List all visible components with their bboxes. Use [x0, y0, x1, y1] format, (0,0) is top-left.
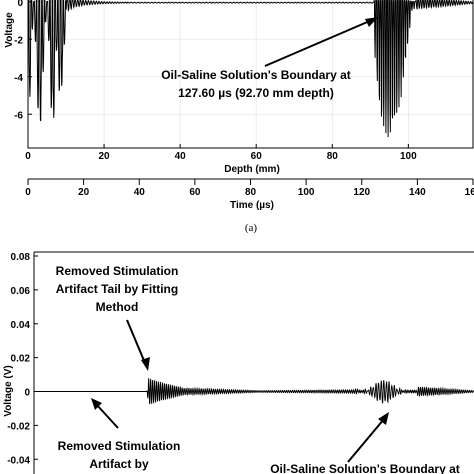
panel-a-time-axis-label: Time (µs) [230, 200, 274, 211]
panel-b-y-tick-label-5: -0.02 [7, 421, 30, 432]
panel-a-time-tick-label-8: 160 [465, 187, 474, 198]
panel-b-annotation-2-arrowhead [91, 398, 102, 410]
panel-a-caption: (a) [245, 222, 258, 234]
panel-b-annotation-2-line-2: Artifact by [89, 457, 149, 471]
panel-b-y-axis-label: Voltage (V) [3, 365, 14, 416]
panel-a-y-tick-label-1: -2 [14, 35, 23, 46]
panel-a-time-tick-label-7: 140 [409, 187, 426, 198]
panel-a-time-tick-label-4: 80 [245, 187, 257, 198]
panel-b-annotation-1-line-3: Method [96, 300, 139, 314]
panel-b-signal-line [34, 378, 474, 405]
panel-a-x-ticks: 0 20 40 60 80 100 [25, 144, 417, 162]
panel-a-chart: Voltage 0-2-4-6 0 20 40 60 80 100 Depth (mm) … [4, 0, 474, 234]
panel-a-signal-group [27, 0, 474, 138]
panel-b-signal-group [34, 378, 474, 405]
panel-a-time-tick-label-6: 120 [353, 187, 370, 198]
panel-a-signal-line [27, 0, 474, 138]
panel-b-annotation-1-line-2: Artifact Tail by Fitting [56, 282, 178, 296]
panel-b-y-tick-label-0: 0.08 [11, 252, 31, 263]
panel-b-y-tick-label-2: 0.04 [11, 320, 31, 331]
panel-a-x-tick-label-1: 20 [99, 151, 111, 162]
panel-a-annotation-line-2: 127.60 µs (92.70 mm depth) [178, 86, 334, 100]
panel-a-y-tick-label-0: 0 [17, 0, 23, 9]
panel-a-x-tick-label-3: 60 [251, 151, 263, 162]
panel-a-time-ticks: 0 20 40 60 80 100 120 140 160 [25, 179, 474, 198]
panel-b-annotation-1-arrowhead [141, 357, 150, 371]
panel-b-annotation-3-arrowhead [378, 412, 389, 425]
panel-a-time-tick-label-3: 60 [189, 187, 201, 198]
panel-b-chart: Voltage (V) 0.080.060.040.020-0.02-0.04 … [3, 251, 474, 474]
panel-a-annotation-arrow [264, 19, 373, 67]
panel-b-y-tick-label-4: 0 [24, 388, 30, 399]
panel-a-time-tick-label-5: 100 [298, 187, 315, 198]
panel-b-y-tick-label-3: 0.02 [11, 354, 31, 365]
panel-a-y-tick-label-3: -6 [14, 110, 23, 121]
panel-b-annotation-1-line-1: Removed Stimulation [56, 264, 179, 278]
panel-b-annotation-2-arrow [95, 403, 119, 429]
panel-b-annotation-3-line-1: Oil-Saline Solution's Boundary at [270, 462, 460, 474]
panel-a-x-tick-label-2: 40 [175, 151, 187, 162]
panel-b-y-tick-label-1: 0.06 [11, 286, 31, 297]
panel-a-x-tick-label-4: 80 [327, 151, 339, 162]
panel-b-annotation-2-line-1: Removed Stimulation [58, 439, 181, 453]
panel-a-x-tick-label-0: 0 [25, 151, 31, 162]
panel-b-y-ticks: 0.08 0.06 0.04 0.02 0 -0.02 -0.04 [7, 252, 38, 466]
panel-a-y-ticks: 0 -2 -4 -6 [14, 0, 32, 121]
panel-a-x-axis-label: Depth (mm) [224, 164, 280, 175]
panel-b-y-tick-label-6: -0.04 [7, 455, 30, 466]
panel-a-y-tick-label-2: -4 [14, 73, 23, 84]
panel-a-time-tick-label-0: 0 [25, 187, 31, 198]
panel-a-x-tick-label-5: 100 [400, 151, 417, 162]
panel-a-annotation-arrowhead [365, 17, 378, 27]
panel-a-plot-frame [27, 0, 474, 149]
panel-a-annotation-line-1: Oil-Saline Solution's Boundary at [161, 68, 351, 82]
panel-a-time-tick-label-2: 40 [134, 187, 146, 198]
panel-a-y-axis-label: Voltage [4, 12, 15, 48]
panel-a-time-tick-label-1: 20 [78, 187, 90, 198]
panel-b-annotation-1-arrow [126, 319, 146, 364]
panel-b-annotation-3-arrow [347, 418, 385, 463]
